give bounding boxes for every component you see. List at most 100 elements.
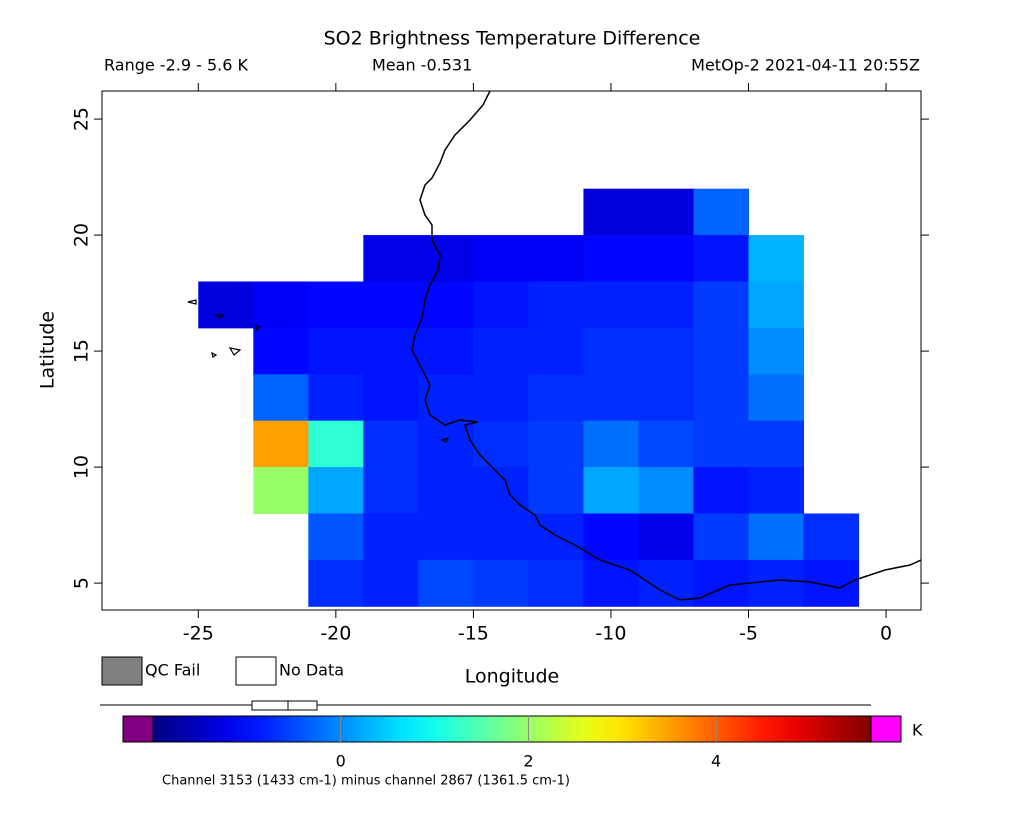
grid-cell	[693, 513, 750, 561]
x-tick-label: -10	[595, 623, 626, 645]
x-tick-label: -15	[458, 623, 489, 645]
y-tick-label: 10	[71, 455, 93, 479]
grid-cell	[418, 513, 474, 561]
grid-cell	[418, 467, 474, 514]
grid-cell	[253, 467, 309, 514]
grid-cell	[363, 559, 419, 607]
grid-cell	[528, 327, 584, 375]
grid-cell	[693, 281, 750, 329]
grid-cell	[693, 327, 750, 375]
grid-cell	[363, 420, 419, 468]
islands	[187, 299, 450, 443]
grid-cell	[638, 420, 694, 468]
range-text: Range -2.9 - 5.6 K	[104, 56, 248, 75]
below-range-box	[122, 715, 154, 743]
grid-cell	[473, 235, 529, 282]
grid-cell	[473, 559, 529, 607]
grid-cell	[253, 374, 309, 422]
colorbar	[152, 715, 872, 743]
grid-cell	[583, 374, 639, 422]
legend-label: No Data	[279, 661, 344, 680]
above-range-box	[870, 715, 902, 743]
grid-cell	[473, 513, 529, 561]
colorbar-tick-label: 4	[711, 752, 721, 771]
grid-cell	[638, 235, 694, 282]
y-tick-label: 5	[71, 577, 93, 589]
colorbar-tick-label: 0	[336, 752, 346, 771]
grid-cell	[693, 420, 750, 468]
grid-cell	[528, 467, 584, 514]
mean-text: Mean -0.531	[372, 56, 472, 75]
grid-cell	[583, 559, 639, 607]
grid-cell	[693, 467, 750, 514]
grid-cell	[638, 188, 694, 236]
x-tick-label: -25	[183, 623, 214, 645]
grid-cell	[528, 559, 584, 607]
grid-cell	[308, 513, 364, 561]
legend-swatch	[235, 656, 277, 686]
coastline-layer	[187, 91, 921, 601]
grid-cell	[418, 374, 474, 422]
grid-cell	[308, 420, 364, 468]
grid-cell	[418, 559, 474, 607]
grid-cell	[583, 281, 639, 329]
grid-cell	[748, 513, 805, 561]
legend-label: QC Fail	[145, 661, 200, 680]
grid-cell	[198, 281, 254, 329]
grid-cell	[638, 281, 694, 329]
grid-cell	[308, 327, 364, 375]
grid-cell	[418, 420, 474, 468]
grid-cell	[308, 559, 364, 607]
source-text: MetOp-2 2021-04-11 20:55Z	[691, 56, 920, 75]
grid-cell	[363, 467, 419, 514]
grid-cell	[418, 235, 474, 282]
grid-cell	[418, 281, 474, 329]
grid-cell	[253, 281, 309, 329]
grid-cell	[583, 327, 639, 375]
x-axis-label: Longitude	[465, 666, 560, 688]
grid-cell	[418, 327, 474, 375]
grid-cell	[473, 374, 529, 422]
grid-cell	[473, 281, 529, 329]
grid-cell	[638, 374, 694, 422]
grid-cell	[693, 235, 750, 282]
colorbar-unit: K	[912, 721, 923, 740]
grid-cell	[748, 559, 805, 607]
grid-cell	[473, 420, 529, 468]
y-tick-label: 25	[71, 107, 93, 131]
title: SO2 Brightness Temperature Difference	[324, 28, 701, 50]
grid-cell	[748, 420, 805, 468]
grid-cell	[308, 467, 364, 514]
grid-cell	[363, 513, 419, 561]
grid-cell	[253, 420, 309, 468]
grid-cell	[748, 327, 805, 375]
grid-cell	[253, 327, 309, 375]
grid-cell	[638, 327, 694, 375]
slider-thumb[interactable]	[251, 700, 318, 711]
grid-cell	[693, 188, 750, 236]
colorbar-tick-label: 2	[523, 752, 533, 771]
grid-cell	[473, 467, 529, 514]
y-tick-label: 15	[71, 339, 93, 363]
legend-swatch	[101, 656, 143, 686]
grid-cell	[583, 467, 639, 514]
y-axis-label: Latitude	[37, 311, 59, 389]
footnote: Channel 3153 (1433 cm-1) minus channel 2…	[162, 774, 570, 789]
grid-cell	[363, 327, 419, 375]
grid-cell	[583, 188, 639, 236]
grid-cell	[748, 281, 805, 329]
x-tick-label: -20	[320, 623, 351, 645]
grid-cell	[528, 235, 584, 282]
grid-cell	[363, 281, 419, 329]
coastline	[411, 91, 921, 601]
grid-cell	[638, 467, 694, 514]
data-layer	[198, 188, 860, 607]
grid-cell	[803, 513, 860, 561]
grid-cell	[528, 374, 584, 422]
grid-cell	[693, 374, 750, 422]
grid-cell	[308, 281, 364, 329]
grid-cell	[583, 513, 639, 561]
grid-cell	[583, 235, 639, 282]
